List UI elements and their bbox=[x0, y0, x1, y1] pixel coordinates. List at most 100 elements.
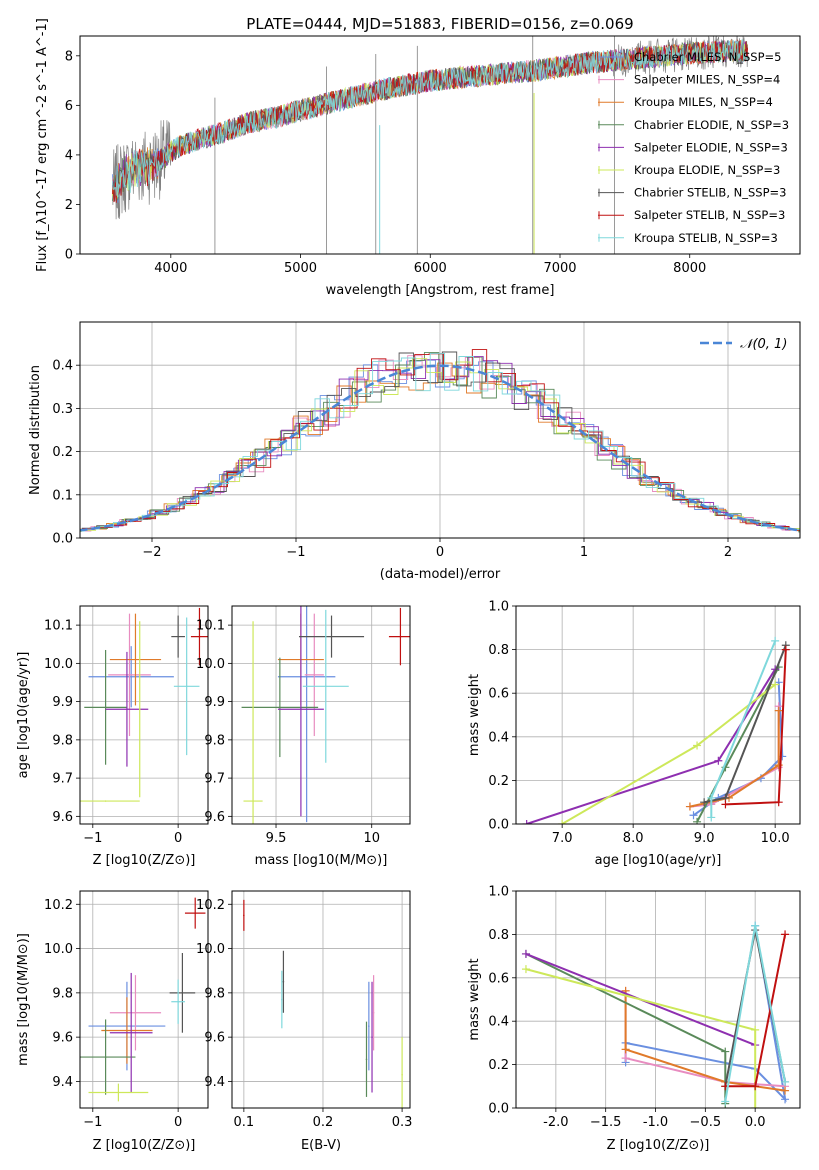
x-tick-label: 0 bbox=[174, 1115, 182, 1130]
x-tick-label: −1 bbox=[83, 831, 102, 846]
data-point bbox=[368, 1025, 370, 1027]
weight-marker bbox=[721, 1097, 730, 1106]
data-point bbox=[185, 685, 188, 688]
x-tick-label: 0.2 bbox=[313, 1115, 334, 1130]
y-tick-label: 0.2 bbox=[488, 774, 509, 789]
panel-weight_vs_Z: -2.0 −1.5 -1.0 −0.5 0.0 0.0 0.2 0.4 0.6 0.8 1.0 Z [… bbox=[467, 885, 801, 1153]
plot-area-age_vs_Z bbox=[80, 606, 208, 824]
x-axis-label: wavelength [Angstrom, rest frame] bbox=[326, 283, 555, 298]
weight-marker bbox=[721, 1047, 730, 1056]
axes-frame bbox=[79, 35, 801, 255]
weight-marker bbox=[707, 793, 716, 802]
histogram-kroupa_elodie bbox=[80, 358, 800, 538]
y-tick-label: 0.0 bbox=[488, 1102, 509, 1117]
weight-marker bbox=[522, 820, 531, 824]
x-axis-label: Z [log10(Z/Z⊙)] bbox=[93, 853, 196, 868]
axes-frame bbox=[231, 890, 411, 1109]
normal-curve bbox=[80, 364, 800, 532]
x-tick-label: 4000 bbox=[154, 261, 187, 276]
weight-line-kroupa_elodie bbox=[525, 968, 757, 1108]
y-tick-label: 9.4 bbox=[52, 1075, 73, 1090]
weight-line-kroupa_miles bbox=[689, 710, 780, 808]
weight-marker bbox=[689, 811, 698, 820]
histogram-chabrier_stelib bbox=[80, 351, 800, 538]
y-tick-label: 9.6 bbox=[204, 1031, 225, 1046]
y-tick-label: 0.2 bbox=[488, 1058, 509, 1073]
y-tick-label: 9.8 bbox=[52, 733, 73, 748]
data-point bbox=[177, 1000, 179, 1003]
weight-marker bbox=[751, 921, 760, 930]
data-point bbox=[330, 635, 333, 638]
data-point bbox=[134, 658, 137, 661]
data-point bbox=[128, 674, 131, 676]
y-tick-label: 10.0 bbox=[196, 942, 225, 957]
legend-label: Salpeter MILES, N_SSP=4 bbox=[634, 73, 780, 87]
weight-marker bbox=[721, 800, 730, 809]
data-point bbox=[282, 980, 285, 983]
y-tick-label: 9.7 bbox=[204, 772, 225, 787]
x-tick-label: 0 bbox=[436, 545, 444, 560]
y-tick-label: 0.4 bbox=[52, 359, 73, 374]
x-tick-label: 10 bbox=[363, 831, 380, 846]
weight-marker bbox=[751, 1082, 760, 1091]
legend-label: 𝒩(0, 1) bbox=[740, 337, 787, 352]
x-tick-label: 5000 bbox=[284, 261, 317, 276]
data-point bbox=[365, 1058, 368, 1061]
weight-marker bbox=[700, 798, 709, 807]
axes-frame bbox=[515, 890, 801, 1109]
x-tick-label: 8000 bbox=[673, 261, 706, 276]
y-tick-label: 0.8 bbox=[488, 928, 509, 943]
x-axis-label: Z [log10(Z/Z⊙)] bbox=[607, 1138, 710, 1153]
x-axis-label: mass [log10(M/M⊙)] bbox=[255, 853, 388, 868]
weight-marker bbox=[774, 798, 783, 807]
data-point bbox=[194, 912, 196, 914]
data-point bbox=[243, 914, 245, 917]
weight-marker bbox=[781, 1095, 790, 1104]
y-tick-label: 8 bbox=[65, 49, 73, 64]
y-tick-label: 10.2 bbox=[196, 898, 225, 913]
data-point bbox=[279, 706, 281, 709]
x-tick-label: 1 bbox=[580, 545, 588, 560]
y-axis-label: mass weight bbox=[467, 674, 482, 756]
weight-line-salpeter_elodie bbox=[526, 668, 777, 824]
weight-line-chabrier_miles bbox=[692, 682, 784, 817]
figure-title: PLATE=0444, MJD=51883, FIBERID=0156, z=0… bbox=[246, 15, 633, 33]
y-tick-label: 10.0 bbox=[196, 657, 225, 672]
weight-line-kroupa_stelib bbox=[710, 640, 777, 818]
x-tick-label: −0.5 bbox=[690, 1115, 722, 1130]
data-point bbox=[177, 635, 179, 638]
data-point bbox=[181, 992, 184, 994]
y-axis-label: Flux [f_λ10^-17 erg cm^-2 s^-1 A^-1] bbox=[35, 18, 50, 272]
y-tick-label: 1.0 bbox=[488, 885, 509, 900]
panel-spectrum: 4000 5000 6000 7000 8000 0 2 4 6 8 Chabrier MILES,… bbox=[35, 18, 801, 298]
data-point bbox=[138, 708, 141, 711]
y-tick-label: 9.7 bbox=[52, 772, 73, 787]
weight-marker bbox=[781, 645, 790, 654]
x-tick-label: 9.5 bbox=[266, 831, 287, 846]
weight-marker bbox=[771, 680, 780, 689]
legend-label: Chabrier MILES, N_SSP=5 bbox=[634, 50, 781, 64]
y-tick-label: 4 bbox=[65, 148, 73, 163]
legend-label: Kroupa ELODIE, N_SSP=3 bbox=[634, 163, 780, 177]
panel-weight_vs_age: 7.0 8.0 9.0 10.0 0.0 0.2 0.4 0.6 0.8 1.0 age [log1… bbox=[467, 600, 801, 868]
x-axis-label: Z [log10(Z/Z⊙)] bbox=[93, 1138, 196, 1153]
weight-marker bbox=[521, 949, 530, 958]
data-point bbox=[126, 1029, 128, 1032]
legend-label: Kroupa STELIB, N_SSP=3 bbox=[634, 231, 778, 245]
data-point bbox=[401, 1073, 403, 1076]
x-tick-label: 10.0 bbox=[761, 831, 790, 846]
y-tick-label: 0.4 bbox=[488, 1015, 509, 1030]
y-tick-label: 0.2 bbox=[52, 445, 73, 460]
plot-area-mass_vs_Z bbox=[80, 891, 208, 1108]
y-tick-label: 10.0 bbox=[44, 942, 73, 957]
data-point bbox=[104, 1056, 107, 1058]
y-tick-label: 0.0 bbox=[488, 818, 509, 833]
x-axis-label: (data-model)/error bbox=[380, 567, 501, 582]
weight-marker bbox=[774, 678, 783, 687]
model-spectrum-kroupa_stelib bbox=[111, 39, 749, 198]
legend-label: Salpeter ELODIE, N_SSP=3 bbox=[634, 140, 788, 154]
y-tick-label: 10.1 bbox=[196, 619, 225, 634]
weight-marker bbox=[521, 965, 530, 974]
x-tick-label: −1 bbox=[83, 1115, 102, 1130]
